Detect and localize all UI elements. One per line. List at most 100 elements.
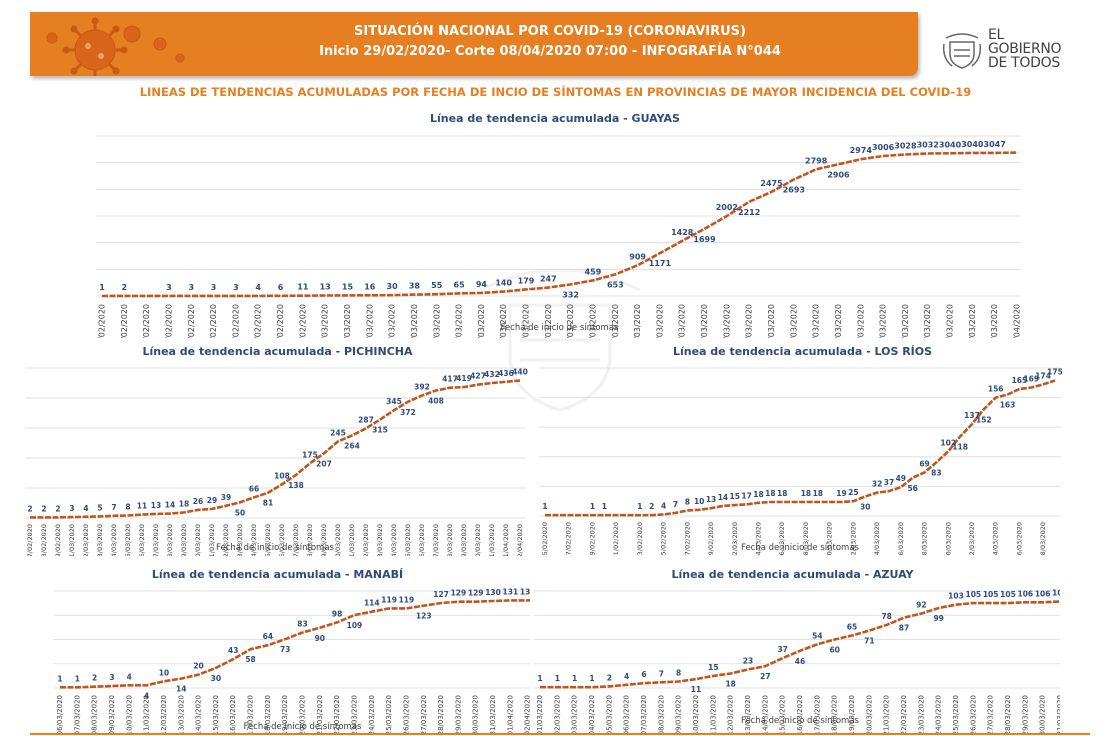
x-tick-label: 25/03/2020 [404, 524, 412, 556]
data-label: 1 [537, 674, 542, 683]
data-label: 13 [706, 495, 716, 504]
chart-guayas: Línea de tendencia acumulada - GUAYAS 1 2 3… [90, 106, 1020, 338]
x-tick-label: 12/03/2020 [727, 695, 735, 733]
x-tick-label: 29/03/2020 [460, 524, 468, 556]
data-label: 1 [99, 283, 105, 292]
data-label: 8 [125, 503, 130, 512]
data-label: 65 [454, 280, 466, 289]
x-tick-label: 15/03/2020 [264, 524, 272, 556]
x-tick-label: 02/03/2020 [731, 522, 739, 556]
x-tick-label: 16/03/2020 [655, 304, 664, 338]
x-tick-label: 20/03/2020 [299, 695, 307, 733]
data-label: 49 [896, 474, 906, 483]
x-tick-label: 18/03/2020 [264, 695, 272, 733]
x-tick-label: 18/03/2020 [921, 522, 929, 556]
data-label: 30 [211, 674, 221, 683]
x-tick-label: 08/03/2020 [657, 695, 665, 733]
x-tick-label: 14/03/2020 [250, 524, 258, 556]
x-tick-label: 23/02/2020 [164, 304, 173, 338]
data-label: 130 [485, 588, 501, 597]
section-title: LINEAS DE TENDENCIAS ACUMULADAS POR FECH… [139, 85, 972, 99]
data-label: 129 [468, 589, 484, 598]
data-label: 55 [431, 281, 443, 290]
x-tick-label: 16/03/2020 [278, 524, 286, 556]
x-tick-label: 27/02/2020 [683, 522, 691, 556]
x-tick-label: 28/02/2020 [276, 304, 285, 338]
data-label: 1171 [649, 259, 672, 268]
data-label: 6 [278, 283, 284, 292]
data-label: 10 [694, 497, 704, 506]
data-label: 27 [760, 672, 770, 681]
x-tick-label: 27/03/2020 [432, 524, 440, 556]
x-tick-label: 04/03/2020 [588, 695, 596, 733]
data-label: 4 [624, 672, 629, 681]
data-label: 7 [659, 669, 664, 678]
data-label: 2475 [760, 179, 783, 188]
banner-subtitle: Inicio 29/02/2020- Corte 08/04/2020 07:0… [319, 44, 781, 59]
x-tick-label: 17/02/2020 [565, 522, 573, 556]
x-tick-label: 06/03/2020 [56, 695, 64, 733]
x-tick-label: 01/03/2020 [321, 304, 330, 338]
x-tick-label: 10/03/2020 [826, 522, 834, 556]
data-label: 2906 [827, 170, 850, 179]
data-label: 65 [847, 622, 857, 631]
data-label: 1 [542, 502, 547, 511]
x-axis-label: Fecha de inicio de síntomas [244, 722, 363, 732]
x-tick-label: 14/03/2020 [761, 695, 769, 733]
data-label: 18 [801, 489, 811, 498]
x-tick-label: 28/03/2020 [446, 524, 454, 556]
x-tick-label: 12/03/2020 [849, 522, 857, 556]
data-label: 3028 [894, 142, 917, 151]
data-label: 13 [320, 282, 331, 291]
x-tick-label: 25/03/2020 [385, 695, 393, 733]
x-tick-label: 28/03/2020 [437, 695, 445, 733]
data-label: 18 [777, 489, 787, 498]
data-label: 163 [1000, 400, 1016, 409]
data-label: 105 [983, 590, 999, 599]
data-label: 3 [188, 283, 194, 292]
watermark-emblem-icon [479, 268, 641, 412]
data-label: 119 [399, 595, 415, 604]
data-label: 81 [263, 499, 273, 508]
data-label: 102 [940, 438, 956, 447]
x-tick-label: 05/03/2020 [410, 304, 419, 338]
banner-title: SITUACIÓN NACIONAL POR COVID-19 (CORONAV… [354, 24, 746, 39]
data-label: 4 [661, 501, 666, 510]
x-tick-label: 25/03/2020 [856, 304, 865, 338]
x-tick-label: 07/03/2020 [73, 695, 81, 733]
x-axis-label: Fecha de inicio de síntomas [216, 543, 335, 553]
x-tick-label: 09/03/2020 [180, 524, 188, 556]
data-label: 315 [372, 426, 388, 435]
data-label: 175 [1047, 367, 1063, 376]
virus-icon [46, 17, 185, 76]
x-axis-label: Fecha de inicio de síntomas [501, 323, 620, 333]
x-tick-label: 28/03/2020 [1039, 522, 1047, 556]
x-tick-label: 30/03/2020 [968, 304, 977, 338]
data-label: 653 [607, 280, 624, 289]
data-label: 1 [57, 674, 62, 683]
x-tick-label: 11/03/2020 [143, 695, 151, 733]
x-tick-label: 11/03/2020 [544, 304, 553, 338]
x-tick-label: 02/03/2020 [553, 695, 561, 733]
x-tick-label: 19/02/2020 [588, 522, 596, 556]
x-tick-label: 26/03/2020 [418, 524, 426, 556]
data-label: 73 [280, 645, 290, 654]
x-tick-label: 18/03/2020 [831, 695, 839, 733]
data-label: 165 [1012, 376, 1028, 385]
data-label: 109 [347, 621, 363, 630]
logo-line-3: DE TODOS [988, 55, 1060, 71]
chart-title: Línea de tendencia acumulada - MANABÍ [152, 568, 403, 581]
data-label: 18 [753, 490, 763, 499]
x-tick-label: 23/03/2020 [350, 695, 358, 733]
x-tick-label: 28/03/2020 [923, 304, 932, 338]
data-label: 18 [765, 489, 775, 498]
x-tick-label: 13/03/2020 [236, 524, 244, 556]
x-tick-label: 31/03/2020 [1056, 695, 1060, 733]
x-tick-label: 03/03/2020 [96, 524, 104, 556]
x-tick-label: 20/02/2020 [98, 304, 107, 338]
x-tick-label: 10/03/2020 [522, 304, 531, 338]
data-label: 7 [111, 503, 116, 512]
x-tick-label: 26/03/2020 [402, 695, 410, 733]
data-label: 56 [907, 484, 917, 493]
coat-of-arms-icon [942, 33, 982, 69]
